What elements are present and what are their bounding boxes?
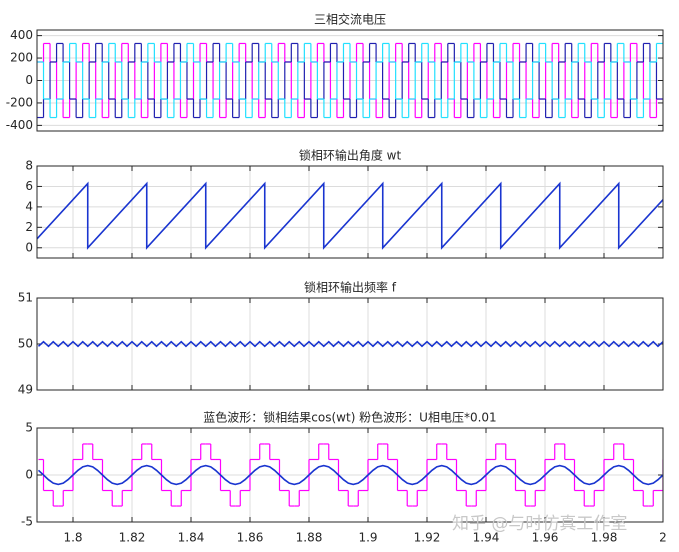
x-tick-label: 1.94 <box>473 531 500 545</box>
plot-area <box>37 181 663 250</box>
y-tick-label: 50 <box>18 337 33 351</box>
subplot: 锁相环输出角度 wt 8 6 4 2 0 <box>25 148 664 259</box>
subplot-title: 锁相环输出角度 wt <box>299 148 402 163</box>
y-tick-label: 6 <box>25 179 33 193</box>
axes-box <box>36 427 664 523</box>
subplot: 蓝色波形：锁相结果cos(wt) 粉色波形：U相电压*0.01 5 0 -5 1.8 1.… <box>21 410 667 545</box>
step-riser <box>42 43 658 118</box>
step-riser <box>42 43 658 118</box>
y-tick-label: 400 <box>10 28 33 42</box>
y-tick-label: 49 <box>18 383 33 397</box>
subplot-title: 蓝色波形：锁相结果cos(wt) 粉色波形：U相电压*0.01 <box>203 410 496 425</box>
y-tick-label: 5 <box>25 421 33 435</box>
y-tick-label: 0 <box>25 73 33 87</box>
series-line <box>37 181 663 250</box>
y-tick-label: -200 <box>6 95 33 109</box>
y-tick-label: 0 <box>25 468 33 482</box>
y-tick-label: 2 <box>25 220 33 234</box>
axes-box <box>36 165 664 259</box>
y-tick-label: 51 <box>18 291 33 305</box>
subplot-title: 锁相环输出频率 f <box>304 280 397 295</box>
subplot: 三相交流电压 400 200 0 -200 -400 <box>6 12 664 132</box>
series-line <box>37 464 663 486</box>
x-tick-label: 1.9 <box>358 531 377 545</box>
x-tick-label: 1.96 <box>532 531 559 545</box>
x-tick-label: 1.86 <box>237 531 264 545</box>
series-line <box>37 340 663 348</box>
plot-area <box>37 42 663 119</box>
plot-area <box>37 443 663 507</box>
step-riser <box>42 43 658 118</box>
x-tick-label: 2 <box>659 531 667 545</box>
y-tick-label: 4 <box>25 199 33 213</box>
x-tick-label: 1.84 <box>178 531 205 545</box>
watermark: 知乎 @与时仿真工作室 <box>452 514 627 534</box>
y-tick-label: 8 <box>25 159 33 173</box>
subplot: 锁相环输出频率 f 51 50 49 <box>18 280 664 397</box>
y-tick-label: 200 <box>10 51 33 65</box>
y-tick-label: -400 <box>6 118 33 132</box>
axes-box <box>36 29 664 132</box>
x-tick-label: 1.88 <box>296 531 323 545</box>
x-tick-label: 1.82 <box>119 531 146 545</box>
x-tick-label: 1.92 <box>414 531 441 545</box>
y-tick-label: 0 <box>25 240 33 254</box>
x-tick-label: 1.98 <box>591 531 618 545</box>
y-tick-label: -5 <box>21 515 33 529</box>
subplot-title: 三相交流电压 <box>314 12 386 27</box>
plot-area <box>37 340 663 348</box>
x-tick-label: 1.8 <box>63 531 82 545</box>
axes-box <box>36 297 664 391</box>
